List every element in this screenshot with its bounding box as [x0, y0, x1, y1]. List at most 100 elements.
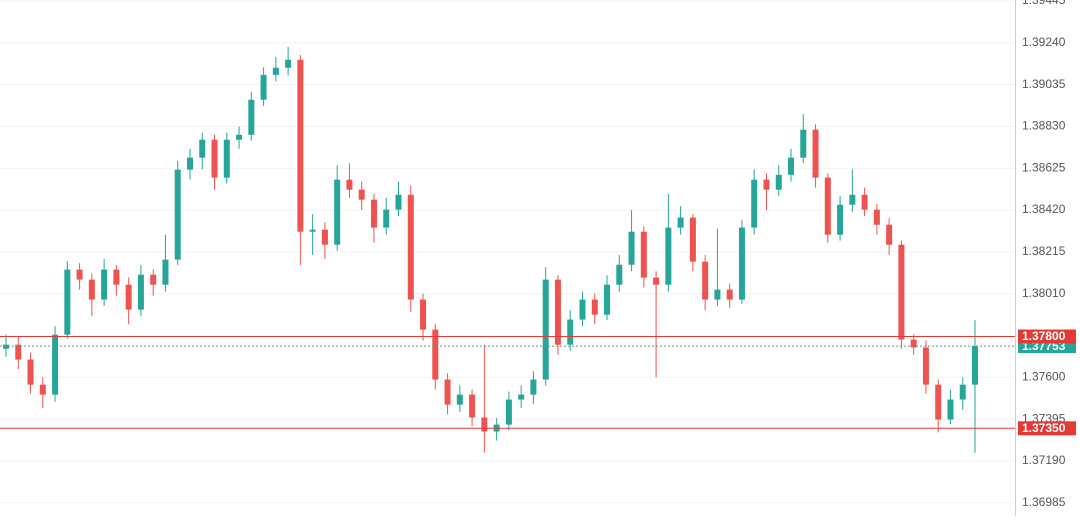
candle-body: [272, 67, 279, 75]
candle-body: [444, 379, 451, 405]
candle-body: [800, 129, 807, 158]
y-tick-label: 1.36985: [1022, 495, 1066, 509]
candle-body: [395, 194, 402, 210]
candle-body: [505, 399, 512, 425]
level-label: 1.37800: [1022, 329, 1066, 343]
candle-body: [616, 264, 623, 285]
candle-body: [947, 399, 954, 420]
candle-body: [959, 384, 966, 400]
y-tick-label: 1.39035: [1022, 77, 1066, 91]
candle-body: [407, 194, 414, 300]
candle-body: [714, 289, 721, 300]
candle-body: [162, 259, 169, 285]
candle-body: [689, 217, 696, 262]
candle-body: [604, 284, 611, 315]
candle-body: [64, 269, 71, 335]
candle-body: [628, 231, 635, 265]
candle-body: [113, 269, 120, 285]
candle-body: [309, 229, 316, 232]
candle-body: [321, 229, 328, 245]
y-tick-label: 1.38625: [1022, 160, 1066, 174]
candle-body: [702, 261, 709, 300]
candle-body: [101, 269, 108, 300]
candle-body: [910, 339, 917, 348]
candle-body: [456, 394, 463, 405]
y-tick-label: 1.39445: [1022, 0, 1066, 7]
candle-body: [640, 231, 647, 278]
candle-body: [346, 179, 353, 190]
candle-body: [812, 129, 819, 178]
y-tick-label: 1.37190: [1022, 453, 1066, 467]
candle-body: [763, 179, 770, 190]
candle-body: [469, 394, 476, 418]
candle-body: [751, 179, 758, 228]
candle-body: [432, 329, 439, 380]
candle-body: [837, 204, 844, 235]
candle-body: [150, 274, 157, 285]
y-tick-label: 1.37600: [1022, 369, 1066, 383]
candle-body: [824, 177, 831, 235]
candle-body: [248, 99, 255, 135]
level-tag: [1018, 329, 1076, 344]
candle-body: [873, 209, 880, 225]
candle-body: [788, 157, 795, 175]
candle-body: [972, 346, 978, 385]
candle-body: [738, 227, 745, 300]
candle-body: [579, 299, 586, 320]
candle-body: [383, 209, 390, 228]
y-tick-label: 1.38010: [1022, 286, 1066, 300]
candle-body: [334, 179, 341, 245]
candle-body: [775, 174, 782, 190]
candle-body: [481, 417, 488, 432]
y-tick-label: 1.39240: [1022, 35, 1066, 49]
candle-body: [542, 279, 549, 380]
candle-body: [88, 279, 95, 300]
levels: [0, 336, 1015, 429]
candle-body: [922, 347, 929, 385]
candle-body: [3, 344, 9, 349]
candle-body: [137, 274, 144, 310]
candle-body: [518, 394, 525, 400]
candle-body: [125, 284, 132, 310]
candle-body: [285, 59, 292, 68]
candle-body: [76, 269, 83, 280]
candle-body: [591, 299, 598, 315]
level-tag: [1018, 421, 1076, 436]
candle-body: [358, 189, 365, 200]
candle-body: [665, 227, 672, 285]
candle-body: [260, 74, 267, 100]
candle-body: [39, 384, 46, 395]
candle-body: [567, 319, 574, 345]
candle-body: [530, 379, 537, 395]
candle-body: [52, 334, 59, 395]
y-tick-label: 1.38420: [1022, 202, 1066, 216]
candle-body: [726, 289, 733, 300]
candle-body: [554, 279, 561, 345]
candle-body: [211, 139, 218, 178]
candle-body: [199, 139, 206, 158]
candle-body: [653, 277, 660, 285]
candle-body: [370, 199, 377, 228]
grid: [0, 0, 1015, 504]
price-axis: 1.39445 1.39240 1.39035 1.38830 1.38625 1.384…: [1022, 0, 1066, 509]
candle-body: [15, 344, 22, 360]
level-label: 1.37350: [1022, 421, 1066, 435]
candle-body: [186, 157, 193, 170]
candle-body: [297, 59, 304, 232]
candle-body: [174, 169, 181, 260]
candle-body: [849, 194, 856, 205]
candle-body: [27, 359, 34, 385]
candle-body: [236, 134, 243, 140]
y-tick-label: 1.38830: [1022, 119, 1066, 133]
candle-body: [861, 194, 868, 210]
y-tick-label: 1.38215: [1022, 244, 1066, 258]
candle-body: [886, 224, 893, 245]
candle-body: [420, 299, 427, 330]
candle-body: [935, 384, 942, 420]
candle-body: [223, 139, 230, 178]
candle-body: [677, 217, 684, 228]
